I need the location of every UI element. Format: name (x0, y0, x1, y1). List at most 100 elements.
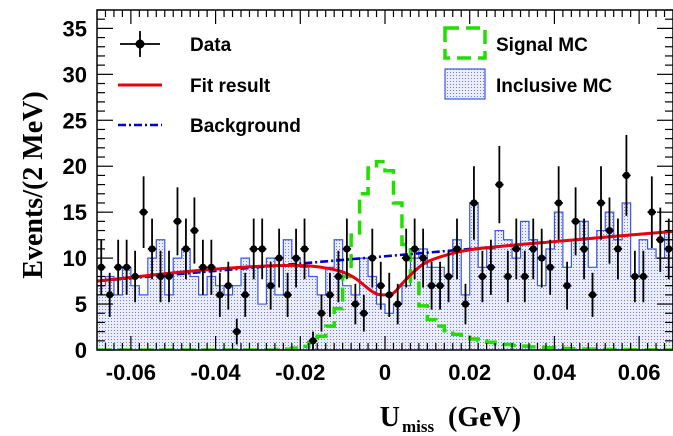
data-point (249, 218, 258, 280)
data-point-marker (622, 171, 631, 180)
data-point (478, 250, 487, 303)
data-point-marker (394, 300, 402, 308)
data-point-marker (555, 199, 563, 207)
data-point-marker (106, 291, 114, 299)
data-point (579, 218, 589, 280)
plot-area (97, 134, 673, 350)
data-point (291, 228, 301, 288)
data-point (452, 218, 462, 280)
data-point-marker (283, 291, 292, 299)
data-point-marker (385, 291, 393, 299)
legend-inclusive-label: Inclusive MC (496, 76, 612, 97)
data-point-marker (563, 282, 571, 290)
data-point-marker (427, 282, 436, 290)
legend-item-fit: Fit result (118, 76, 271, 97)
legend-background-label: Background (190, 116, 301, 137)
data-point (105, 272, 114, 317)
data-point-marker (267, 282, 275, 290)
data-point (647, 176, 657, 248)
data-point-marker (317, 309, 326, 317)
data-point-marker (343, 245, 351, 253)
x-axis-title-main: U (380, 402, 400, 433)
data-point (596, 166, 606, 240)
x-tick-label: 0.04 (533, 360, 577, 385)
data-point (198, 239, 208, 295)
data-point (529, 218, 538, 280)
legend-item-data: Data (120, 31, 232, 57)
y-axis-ticks: 0 5 10 15 20 25 30 35 (63, 9, 673, 363)
data-point-marker (512, 245, 520, 253)
data-point (562, 261, 572, 310)
inclusive-mc-fill (97, 202, 673, 350)
legend-data-marker (135, 39, 145, 49)
x-axis-ticks: -0.06 -0.04 -0.02 0 0.02 0.04 0.06 (104, 10, 666, 385)
data-point (393, 283, 402, 325)
data-point (241, 272, 250, 317)
y-tick-label: 30 (63, 62, 87, 87)
data-point (257, 218, 267, 280)
data-point (266, 261, 275, 310)
data-point (605, 197, 614, 264)
data-point-marker (631, 272, 639, 281)
x-tick-label: -0.04 (191, 360, 242, 385)
data-point-marker (114, 263, 122, 271)
data-point (130, 250, 140, 303)
data-point (342, 218, 352, 280)
legend-item-background: Background (118, 116, 301, 137)
data-point (461, 283, 470, 325)
data-point (334, 250, 343, 303)
legend-item-signal: Signal MC (443, 26, 588, 60)
data-point-marker (571, 217, 580, 225)
data-point (588, 272, 597, 317)
data-point-marker (123, 263, 131, 271)
x-tick-label: 0.06 (618, 360, 661, 385)
data-point (537, 228, 546, 288)
data-point (401, 228, 411, 288)
data-point-marker (233, 328, 241, 336)
x-axis-title-unit: (GeV) (448, 402, 521, 433)
data-point-marker (546, 263, 554, 271)
data-point-marker (436, 282, 444, 290)
x-tick-label: -0.06 (106, 360, 156, 385)
y-tick-label: 35 (63, 16, 87, 41)
data-point-marker (402, 254, 410, 262)
data-point (410, 218, 419, 280)
data-point-marker (216, 291, 224, 299)
data-point-marker (334, 272, 343, 281)
data-point-marker (250, 245, 258, 253)
data-point (181, 218, 191, 280)
data-point (190, 197, 199, 264)
data-point-marker (538, 254, 546, 262)
data-point (571, 187, 580, 256)
x-tick-label: -0.02 (275, 360, 325, 385)
data-point-marker (148, 245, 156, 253)
x-tick-label: 0 (379, 360, 391, 385)
inclusive-mc-outline (97, 202, 673, 350)
data-point-marker (461, 300, 470, 308)
data-point-marker (487, 263, 495, 271)
y-tick-label: 0 (75, 338, 87, 363)
data-point-marker (656, 236, 664, 244)
data-point-marker (529, 245, 537, 253)
legend-signal-label: Signal MC (496, 35, 588, 56)
data-point-marker (275, 254, 283, 262)
data-point-marker (453, 245, 461, 253)
legend-item-inclusive: Inclusive MC (444, 68, 612, 100)
data-point (469, 166, 479, 240)
data-point-marker (131, 272, 139, 281)
y-axis-title: Events/(2 MeV) (18, 91, 49, 278)
data-point-marker (309, 337, 317, 345)
data-point (512, 218, 521, 280)
data-point-marker (300, 245, 309, 253)
data-point-marker (173, 217, 182, 225)
data-point (545, 239, 555, 295)
data-point (351, 283, 360, 325)
data-point-marker (360, 309, 368, 317)
data-point (164, 250, 174, 303)
data-point (113, 239, 123, 295)
y-tick-label: 10 (63, 246, 87, 271)
y-tick-label: 5 (75, 292, 87, 317)
data-point (232, 318, 241, 345)
data-point (274, 228, 284, 288)
data-point (173, 187, 182, 256)
